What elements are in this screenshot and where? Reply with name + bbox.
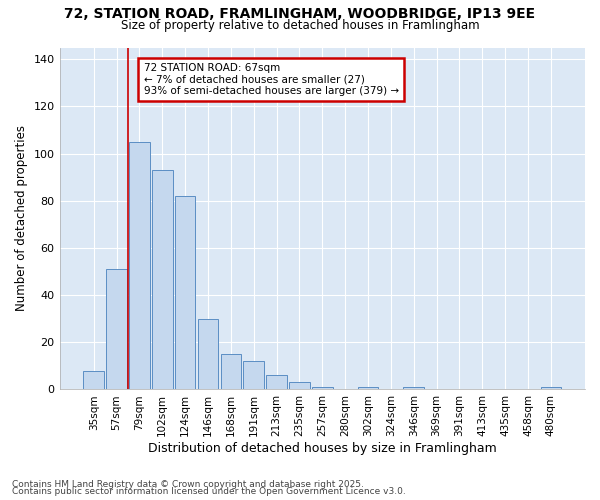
Bar: [541, 387, 561, 390]
Bar: [244, 361, 264, 390]
Bar: [83, 370, 104, 390]
Text: Contains public sector information licensed under the Open Government Licence v3: Contains public sector information licen…: [12, 487, 406, 496]
Bar: [152, 170, 173, 390]
Bar: [175, 196, 196, 390]
X-axis label: Distribution of detached houses by size in Framlingham: Distribution of detached houses by size …: [148, 442, 497, 455]
Y-axis label: Number of detached properties: Number of detached properties: [15, 126, 28, 312]
Text: Size of property relative to detached houses in Framlingham: Size of property relative to detached ho…: [121, 18, 479, 32]
Text: 72, STATION ROAD, FRAMLINGHAM, WOODBRIDGE, IP13 9EE: 72, STATION ROAD, FRAMLINGHAM, WOODBRIDG…: [64, 8, 536, 22]
Bar: [266, 376, 287, 390]
Bar: [312, 387, 332, 390]
Bar: [221, 354, 241, 390]
Bar: [129, 142, 150, 390]
Bar: [198, 318, 218, 390]
Text: 72 STATION ROAD: 67sqm
← 7% of detached houses are smaller (27)
93% of semi-deta: 72 STATION ROAD: 67sqm ← 7% of detached …: [143, 63, 399, 96]
Text: Contains HM Land Registry data © Crown copyright and database right 2025.: Contains HM Land Registry data © Crown c…: [12, 480, 364, 489]
Bar: [106, 269, 127, 390]
Bar: [403, 387, 424, 390]
Bar: [358, 387, 378, 390]
Bar: [289, 382, 310, 390]
